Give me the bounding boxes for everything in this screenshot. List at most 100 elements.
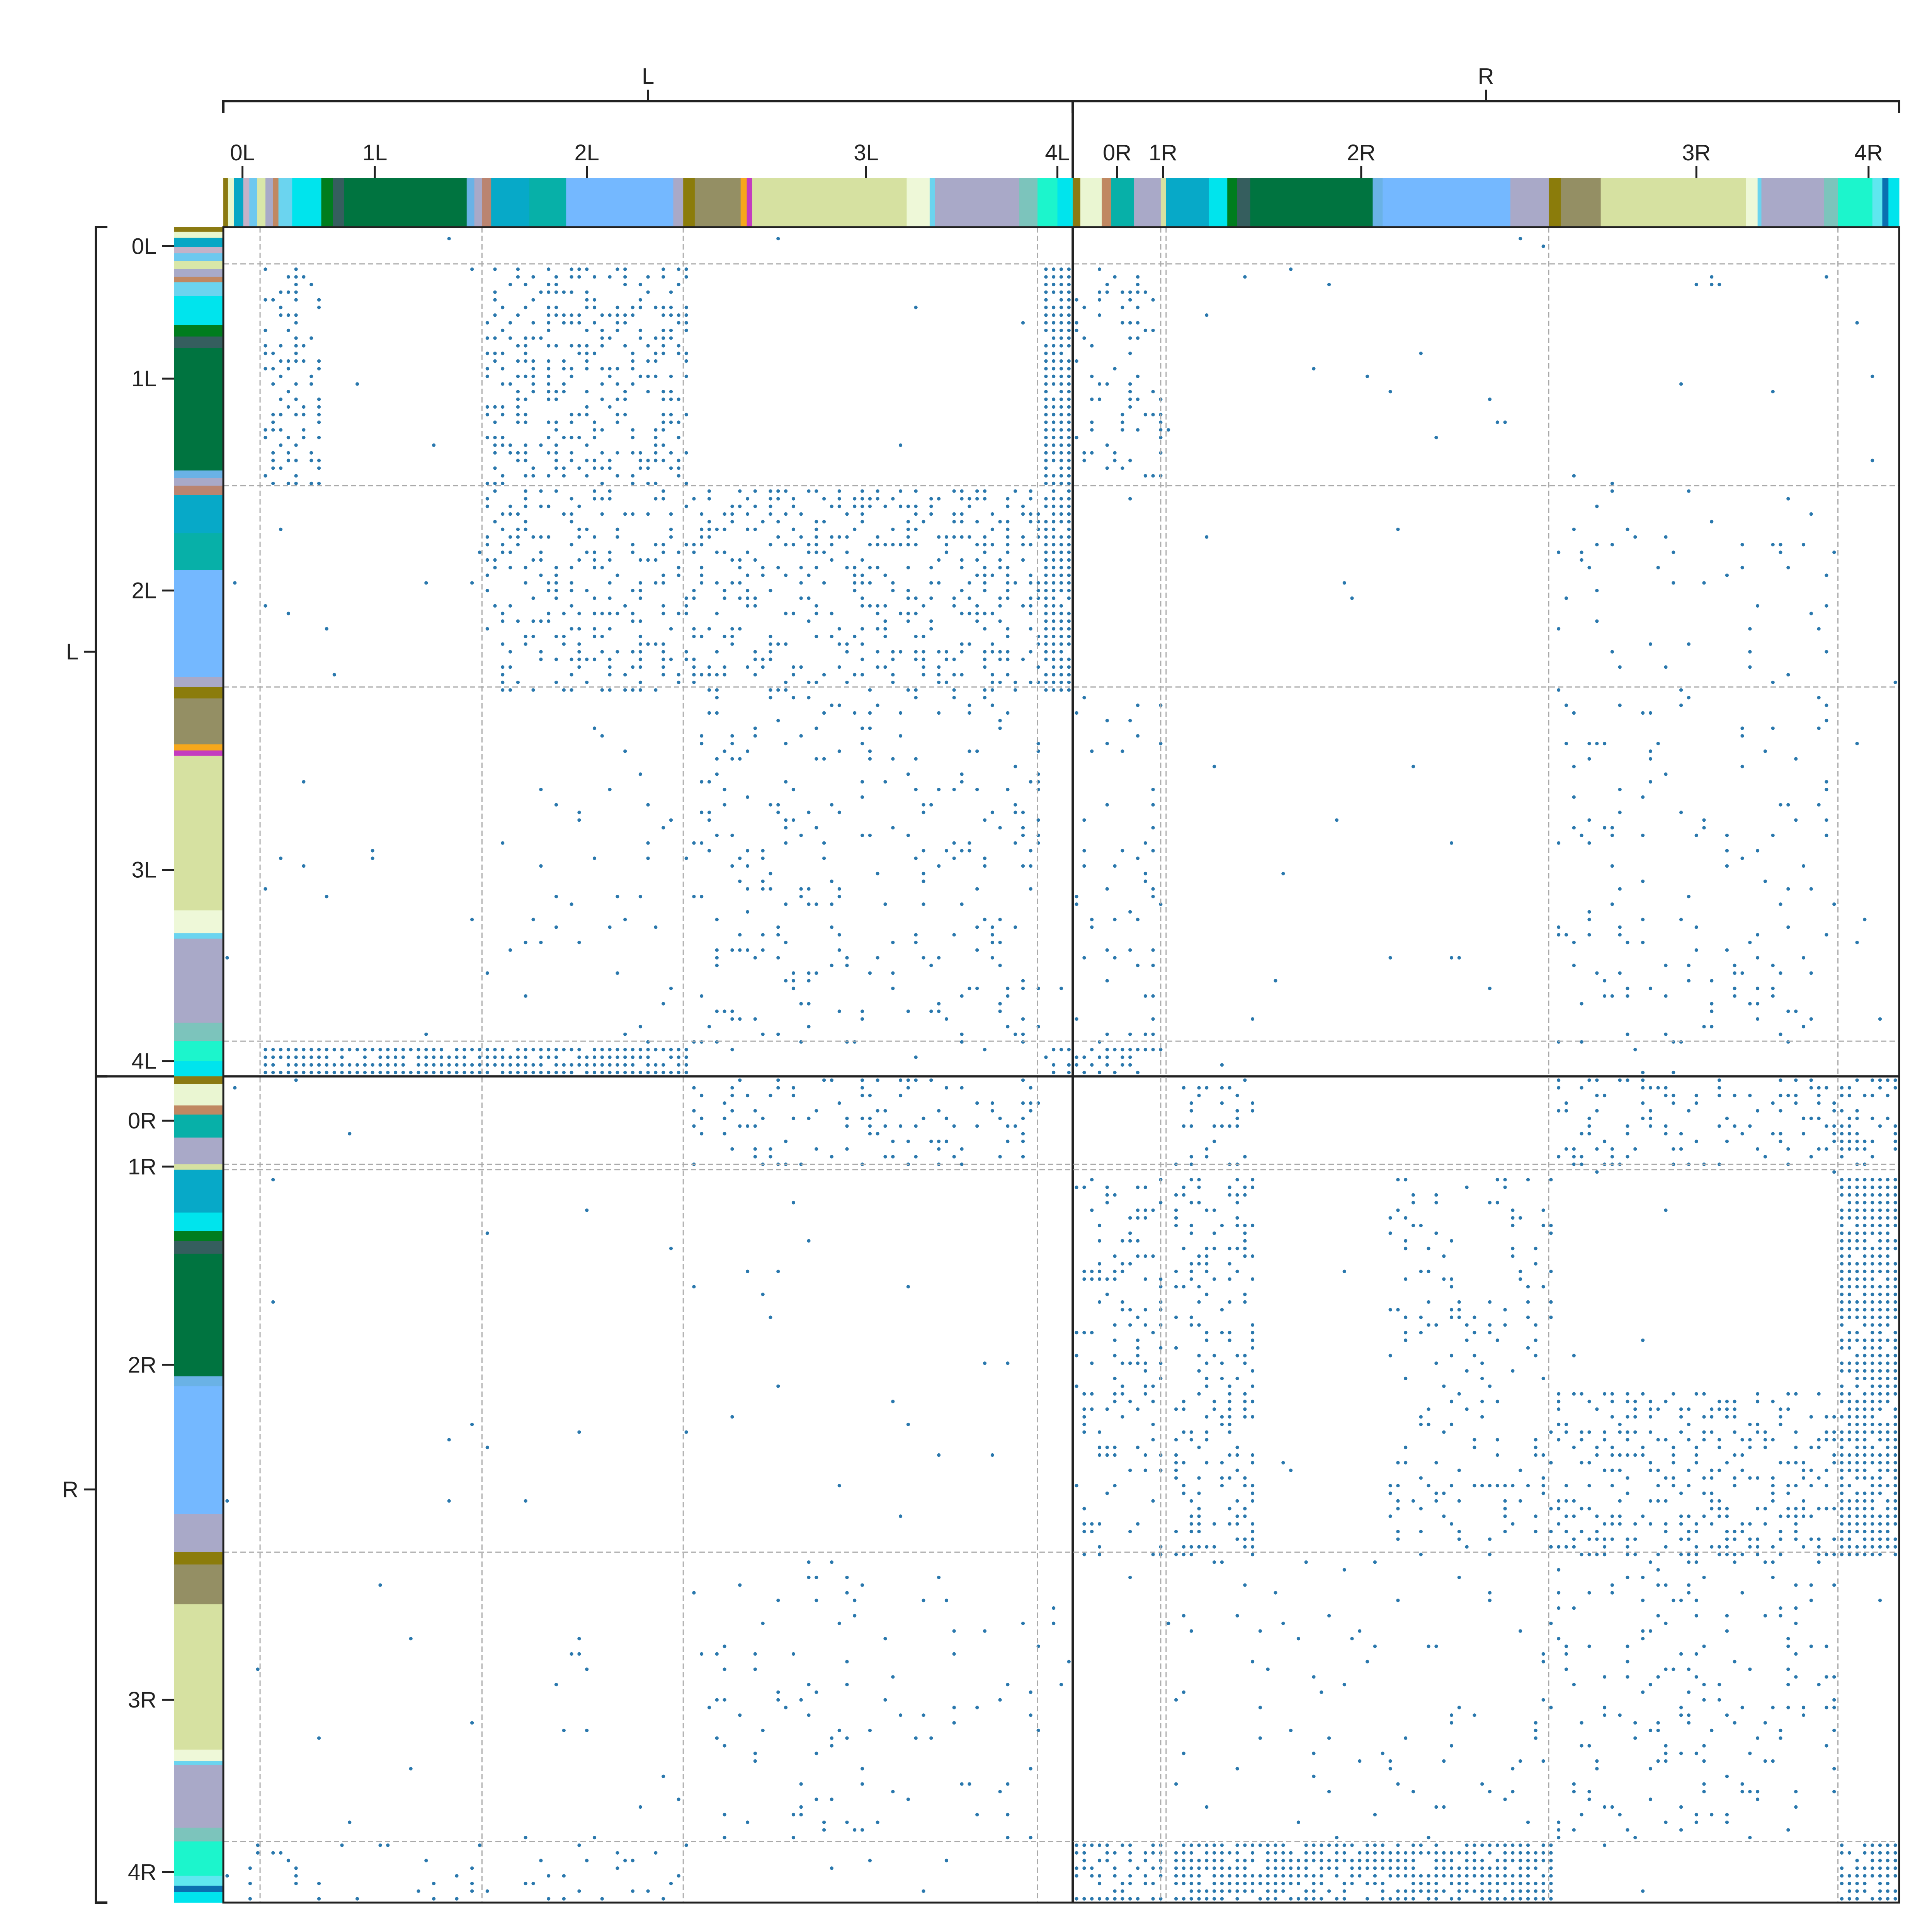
connection-marker (1220, 1851, 1224, 1855)
connection-marker (1572, 1147, 1576, 1151)
connection-marker (662, 1897, 665, 1901)
connection-marker (1006, 673, 1010, 677)
connection-marker (1235, 1468, 1239, 1472)
connection-marker (531, 1048, 535, 1052)
connection-marker (1128, 1239, 1132, 1243)
connection-marker (638, 558, 642, 562)
connection-marker (1419, 1315, 1423, 1319)
connection-marker (1618, 925, 1622, 929)
connection-marker (1863, 917, 1867, 921)
connection-marker (1044, 604, 1048, 608)
connection-marker (1243, 1583, 1247, 1587)
connection-marker (1434, 1866, 1438, 1870)
connection-marker (1694, 1522, 1698, 1526)
connection-marker (1825, 1675, 1828, 1679)
connection-marker (791, 696, 795, 700)
connection-marker (1541, 1453, 1545, 1457)
connection-marker (1886, 1315, 1889, 1319)
connection-marker (983, 1048, 987, 1052)
connection-marker (1840, 1277, 1844, 1281)
connection-marker (1519, 1851, 1522, 1855)
connection-marker (1052, 612, 1056, 615)
connection-marker (784, 573, 788, 577)
connection-marker (922, 872, 925, 875)
connection-marker (332, 1048, 336, 1052)
connection-marker (998, 619, 1002, 623)
connection-marker (1312, 1851, 1316, 1855)
connection-marker (1082, 1392, 1086, 1396)
connection-marker (302, 275, 306, 279)
connection-marker (1886, 1277, 1889, 1281)
connection-marker (677, 1055, 680, 1059)
connection-marker (1029, 1690, 1032, 1694)
connection-marker (669, 1247, 673, 1250)
connection-marker (1320, 1897, 1323, 1901)
connection-marker (1052, 1606, 1056, 1610)
connection-marker (1626, 1078, 1629, 1082)
connection-marker (1626, 1491, 1629, 1495)
connection-marker (516, 374, 520, 378)
left-colorbar-segment (174, 238, 223, 247)
connection-marker (983, 1361, 987, 1365)
connection-marker (968, 749, 971, 753)
connection-marker (570, 543, 573, 547)
connection-marker (746, 573, 750, 577)
connection-marker (837, 642, 841, 646)
connection-marker (1893, 1308, 1897, 1312)
connection-marker (1786, 673, 1790, 677)
connection-marker (1296, 1881, 1300, 1886)
connection-marker (784, 642, 788, 646)
connection-marker (1511, 1897, 1515, 1901)
connection-marker (279, 374, 283, 378)
connection-marker (1756, 1147, 1760, 1151)
top-colorbar-segment (1160, 178, 1167, 227)
connection-marker (1855, 1553, 1859, 1556)
connection-marker (1718, 1162, 1721, 1166)
connection-marker (1251, 1323, 1255, 1327)
connection-marker (1710, 1545, 1714, 1549)
connection-marker (646, 1055, 650, 1059)
connection-marker (1886, 1116, 1889, 1120)
connection-marker (1121, 1262, 1124, 1266)
connection-marker (1449, 1308, 1454, 1312)
connection-marker (1128, 1575, 1132, 1579)
connection-marker (1572, 1606, 1576, 1610)
connection-marker (539, 290, 543, 294)
connection-marker (1587, 1645, 1591, 1648)
connection-marker (1847, 1453, 1851, 1457)
connection-marker (830, 543, 833, 547)
connection-marker (1304, 1897, 1308, 1901)
connection-marker (1350, 596, 1354, 600)
connection-marker (1871, 1453, 1874, 1457)
connection-marker (1281, 1889, 1285, 1893)
connection-marker (577, 413, 581, 416)
connection-marker (455, 1070, 459, 1074)
connection-marker (1182, 1407, 1185, 1411)
connection-marker (1572, 1545, 1576, 1549)
connection-marker (271, 367, 275, 371)
connection-marker (815, 1690, 818, 1694)
connection-marker (1320, 1851, 1323, 1855)
connection-marker (608, 275, 612, 279)
connection-marker (524, 642, 527, 646)
connection-marker (1228, 1124, 1231, 1128)
connection-marker (600, 481, 604, 485)
connection-marker (937, 1002, 941, 1006)
connection-marker (1694, 1545, 1698, 1549)
connection-marker (294, 481, 298, 485)
connection-marker (891, 527, 895, 531)
connection-marker (1434, 1231, 1438, 1235)
connection-marker (1526, 1866, 1530, 1870)
connection-marker (1090, 917, 1094, 921)
connection-marker (1281, 1621, 1285, 1625)
connection-marker (1327, 282, 1331, 287)
connection-marker (1335, 1874, 1338, 1878)
connection-marker (1082, 1331, 1086, 1335)
connection-marker (1411, 1223, 1415, 1227)
connection-marker (983, 581, 987, 585)
connection-marker (700, 742, 704, 746)
connection-marker (524, 581, 527, 585)
left-hemisphere-label: L (66, 639, 78, 664)
connection-marker (1434, 1491, 1438, 1495)
connection-marker (493, 420, 497, 424)
